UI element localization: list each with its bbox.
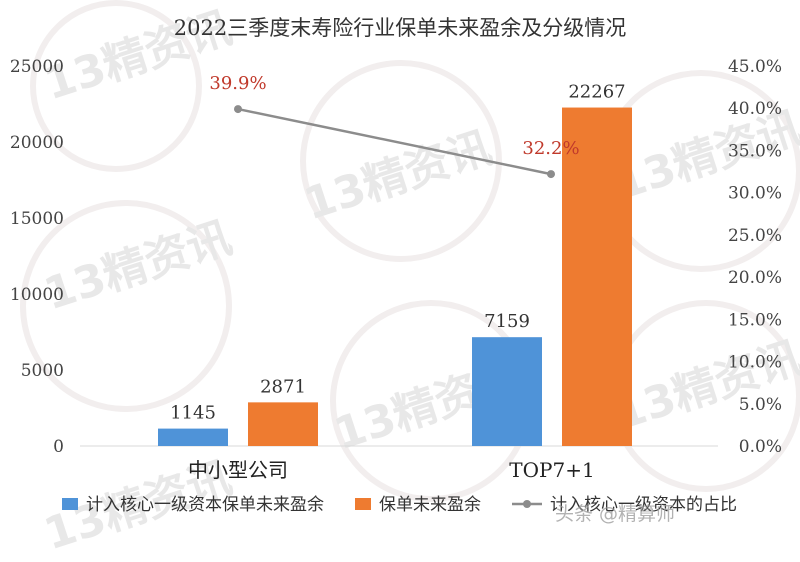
category-labels: 中小型公司 TOP7+1 bbox=[188, 458, 595, 482]
right-axis-tick-label: 25.0% bbox=[728, 226, 782, 246]
right-axis-tick-label: 30.0% bbox=[728, 184, 782, 204]
bar-data-label: 22267 bbox=[568, 82, 625, 103]
left-axis-tick-label: 0 bbox=[53, 437, 64, 457]
legend-swatch bbox=[355, 498, 371, 510]
legend-swatch bbox=[62, 498, 78, 510]
watermark-caption: 头条 @精算师 bbox=[555, 503, 675, 525]
category-label: 中小型公司 bbox=[188, 458, 288, 482]
bar-data-label: 1145 bbox=[170, 403, 216, 424]
ratio-data-label: 39.9% bbox=[209, 73, 266, 94]
chart-svg: 2022三季度末寿险行业保单未来盈余及分级情况 0 5000 10000 15000 2… bbox=[10, 16, 782, 525]
left-axis-tick-label: 10000 bbox=[10, 285, 64, 305]
ratio-line bbox=[237, 107, 552, 176]
watermark-circle bbox=[300, 60, 502, 262]
bar-data-label: 7159 bbox=[484, 311, 530, 332]
bar-core-tier1 bbox=[158, 428, 228, 446]
legend-line-marker bbox=[523, 500, 531, 508]
watermark-circle bbox=[30, 0, 202, 172]
left-axis: 0 5000 10000 15000 20000 25000 bbox=[10, 57, 64, 457]
ratio-point bbox=[547, 170, 555, 179]
bar-future-surplus bbox=[248, 402, 318, 446]
ratio-point bbox=[234, 105, 242, 114]
right-axis-tick-label: 5.0% bbox=[739, 395, 782, 415]
chart-title: 2022三季度末寿险行业保单未来盈余及分级情况 bbox=[174, 16, 626, 40]
bar-data-label: 2871 bbox=[260, 376, 306, 397]
left-axis-tick-label: 5000 bbox=[21, 361, 64, 381]
bar-group: 1145 7159 2871 22267 bbox=[158, 82, 632, 447]
right-axis-tick-label: 0.0% bbox=[739, 437, 782, 457]
legend-label: 计入核心一级资本保单未来盈余 bbox=[86, 495, 324, 515]
right-axis-tick-label: 15.0% bbox=[728, 310, 782, 330]
legend-label: 保单未来盈余 bbox=[379, 495, 481, 515]
right-axis: 0.0% 5.0% 10.0% 15.0% 20.0% 25.0% 30.0% 35.0% 40… bbox=[728, 57, 782, 457]
legend: 计入核心一级资本保单未来盈余 保单未来盈余 计入核心一级资本的占比 bbox=[62, 495, 737, 515]
right-axis-tick-label: 10.0% bbox=[728, 353, 782, 373]
legend-label: 计入核心一级资本的占比 bbox=[550, 495, 737, 515]
right-axis-tick-label: 35.0% bbox=[728, 141, 782, 161]
left-axis-tick-label: 25000 bbox=[10, 57, 64, 77]
left-axis-tick-label: 20000 bbox=[10, 133, 64, 153]
right-axis-tick-label: 45.0% bbox=[728, 57, 782, 77]
right-axis-tick-label: 20.0% bbox=[728, 268, 782, 288]
bar-future-surplus bbox=[562, 107, 632, 447]
right-axis-tick-label: 40.0% bbox=[728, 99, 782, 119]
left-axis-tick-label: 15000 bbox=[10, 209, 64, 229]
watermark-circle bbox=[20, 200, 232, 412]
bar-core-tier1 bbox=[472, 337, 542, 446]
ratio-data-label: 32.2% bbox=[522, 138, 579, 159]
category-label: TOP7+1 bbox=[509, 458, 594, 482]
line-series: 39.9% 32.2% bbox=[209, 73, 580, 179]
